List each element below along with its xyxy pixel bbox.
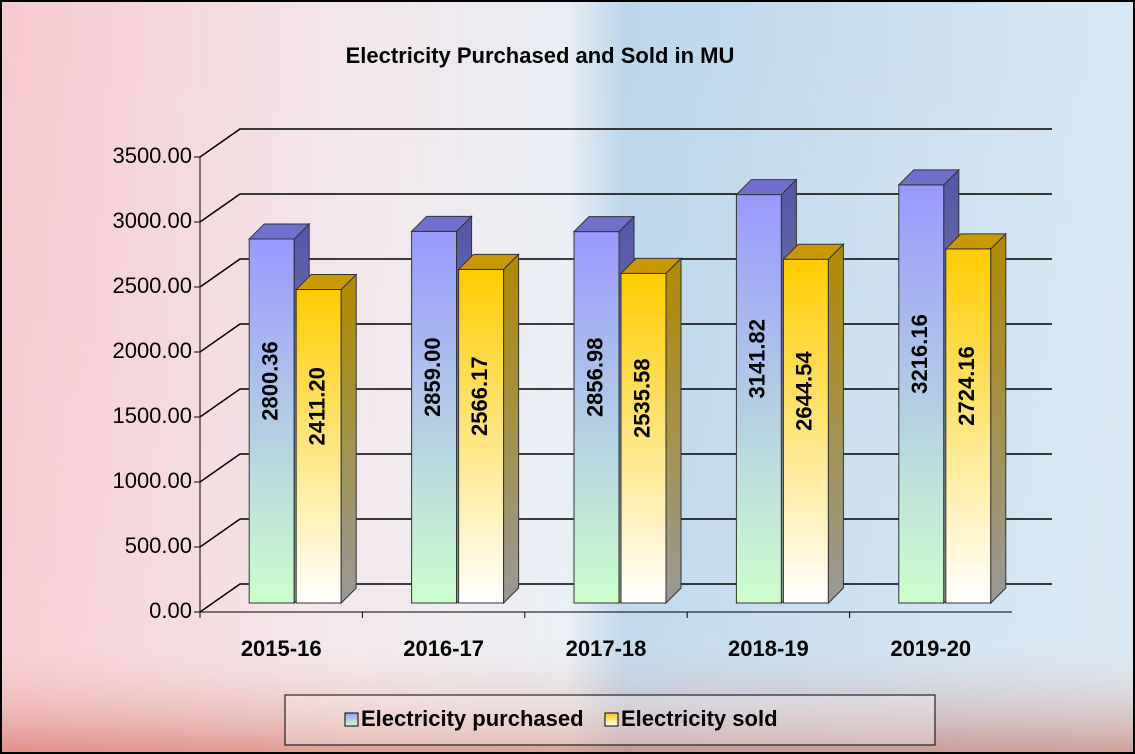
x-tick-label: 2018-19: [728, 636, 809, 661]
bar-front: [411, 230, 458, 604]
grid-line: [199, 128, 1052, 158]
bar-side: [503, 253, 520, 605]
data-label: 2724.16: [954, 346, 979, 426]
bar: [782, 243, 845, 605]
data-label: 2411.20: [305, 367, 330, 445]
bar-side: [665, 257, 682, 605]
x-tick-label: 2017-18: [566, 636, 647, 661]
bar-front: [782, 258, 829, 604]
bar-side: [340, 273, 357, 605]
legend-label: Electricity sold: [621, 706, 778, 731]
data-label: 2859.00: [420, 337, 445, 417]
bar-front: [735, 194, 782, 604]
x-tick-label: 2016-17: [403, 636, 484, 661]
bar-top: [410, 215, 473, 232]
bar-side: [827, 243, 844, 605]
bar-top: [572, 216, 636, 233]
bar-front: [898, 184, 945, 604]
bar-top: [897, 169, 961, 186]
bar-top: [782, 243, 845, 260]
y-tick-label: 3500.00: [112, 143, 192, 168]
bar-top: [294, 274, 358, 291]
y-tick-label: 0.00: [149, 598, 192, 623]
x-tick-label: 2019-20: [890, 636, 971, 661]
bar-top: [247, 223, 311, 240]
data-label: 2566.17: [467, 356, 492, 436]
legend-label: Electricity purchased: [361, 706, 584, 731]
chart-title: Electricity Purchased and Sold in MU: [346, 43, 735, 68]
bar-side: [990, 232, 1007, 605]
bar-top: [619, 257, 683, 274]
data-label: 2800.36: [258, 341, 283, 421]
y-tick-label: 500.00: [125, 533, 192, 558]
legend-swatch: [344, 712, 359, 727]
data-label: 2535.58: [629, 358, 654, 438]
bar: [457, 253, 520, 605]
y-tick-label: 1000.00: [112, 468, 192, 493]
bar-top: [944, 233, 1008, 250]
y-tick-label: 3000.00: [112, 208, 192, 233]
bar-top: [735, 179, 798, 196]
data-label: 2644.54: [792, 351, 817, 431]
bar-front: [248, 238, 295, 604]
legend-swatch: [604, 712, 619, 727]
bar-front: [620, 272, 667, 604]
y-tick-label: 1500.00: [112, 403, 192, 428]
bar: [619, 257, 683, 605]
y-tick-label: 2500.00: [112, 273, 192, 298]
data-label: 3141.82: [745, 319, 770, 399]
bar-top: [457, 253, 520, 270]
bar-front: [573, 231, 620, 604]
x-tick-label: 2015-16: [241, 636, 322, 661]
y-tick-label: 2000.00: [112, 338, 192, 363]
bar-front: [295, 289, 342, 604]
bar: [944, 232, 1008, 605]
data-label: 3216.16: [907, 314, 932, 394]
bar: [294, 273, 358, 605]
bar-front: [945, 248, 992, 604]
data-label: 2856.98: [582, 338, 607, 418]
